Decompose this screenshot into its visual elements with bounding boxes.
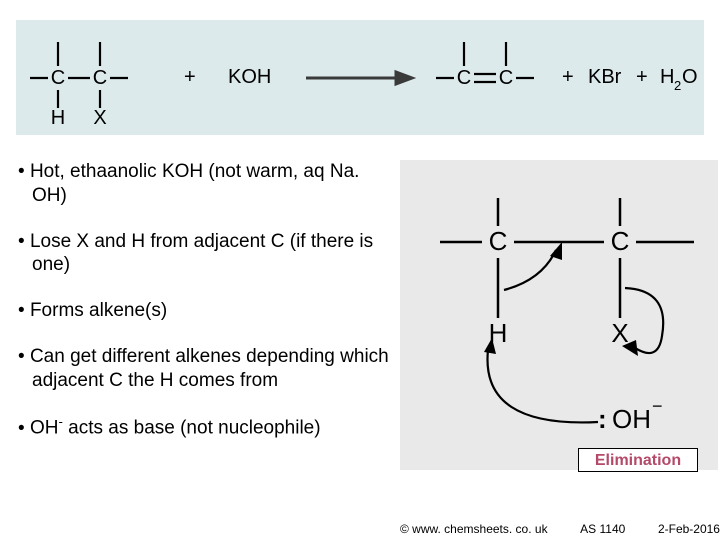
eq-h: H bbox=[51, 107, 65, 129]
eq-x: X bbox=[93, 107, 106, 129]
eq-plus2: + bbox=[562, 66, 574, 88]
svg-text:O: O bbox=[682, 66, 698, 88]
eq-kbr: KBr bbox=[588, 66, 622, 88]
mech-x: X bbox=[611, 318, 628, 348]
eq-c1: C bbox=[51, 67, 65, 89]
eq-plus3: + bbox=[636, 66, 648, 88]
svg-text:2: 2 bbox=[674, 78, 681, 93]
bullet-5: OH- acts as base (not nucleophile) bbox=[18, 414, 398, 440]
svg-text:OH: OH bbox=[612, 404, 651, 434]
mech-c1: C bbox=[489, 226, 508, 256]
mechanism-svg: C C H X : OH − bbox=[400, 160, 718, 470]
bullet-4: Can get different alkenes depending whic… bbox=[18, 345, 398, 393]
svg-text:H: H bbox=[660, 66, 674, 88]
eq-plus1: + bbox=[184, 66, 196, 88]
eq-h2o: H 2 O bbox=[660, 66, 698, 93]
elimination-label: Elimination bbox=[578, 448, 698, 472]
mech-oh: : OH − bbox=[598, 396, 663, 434]
eq-pc2: C bbox=[499, 67, 513, 89]
reaction-arrow bbox=[306, 72, 412, 84]
footer-copyright: © www. chemsheets. co. uk bbox=[400, 522, 548, 536]
equation-svg: C C H X + KOH C C + KBr + bbox=[16, 20, 704, 135]
eq-c2: C bbox=[93, 67, 107, 89]
curly-arrows bbox=[484, 242, 663, 422]
mechanism-panel: C C H X : OH − bbox=[400, 160, 718, 470]
mech-c2: C bbox=[611, 226, 630, 256]
svg-text:−: − bbox=[652, 396, 663, 416]
eq-pc1: C bbox=[457, 67, 471, 89]
eq-koh: KOH bbox=[228, 66, 271, 88]
svg-text::: : bbox=[598, 404, 607, 434]
bullet-2: Lose X and H from adjacent C (if there i… bbox=[18, 230, 398, 278]
bullet-3: Forms alkene(s) bbox=[18, 299, 398, 323]
footer-code: AS 1140 bbox=[580, 522, 625, 536]
bullet-list: Hot, ethaanolic KOH (not warm, aq Na. OH… bbox=[18, 160, 398, 462]
equation-panel: C C H X + KOH C C + KBr + bbox=[16, 20, 704, 135]
bullet-1: Hot, ethaanolic KOH (not warm, aq Na. OH… bbox=[18, 160, 398, 208]
footer: © www. chemsheets. co. uk AS 1140 2-Feb-… bbox=[400, 522, 720, 536]
footer-date: 2-Feb-2016 bbox=[658, 522, 720, 536]
